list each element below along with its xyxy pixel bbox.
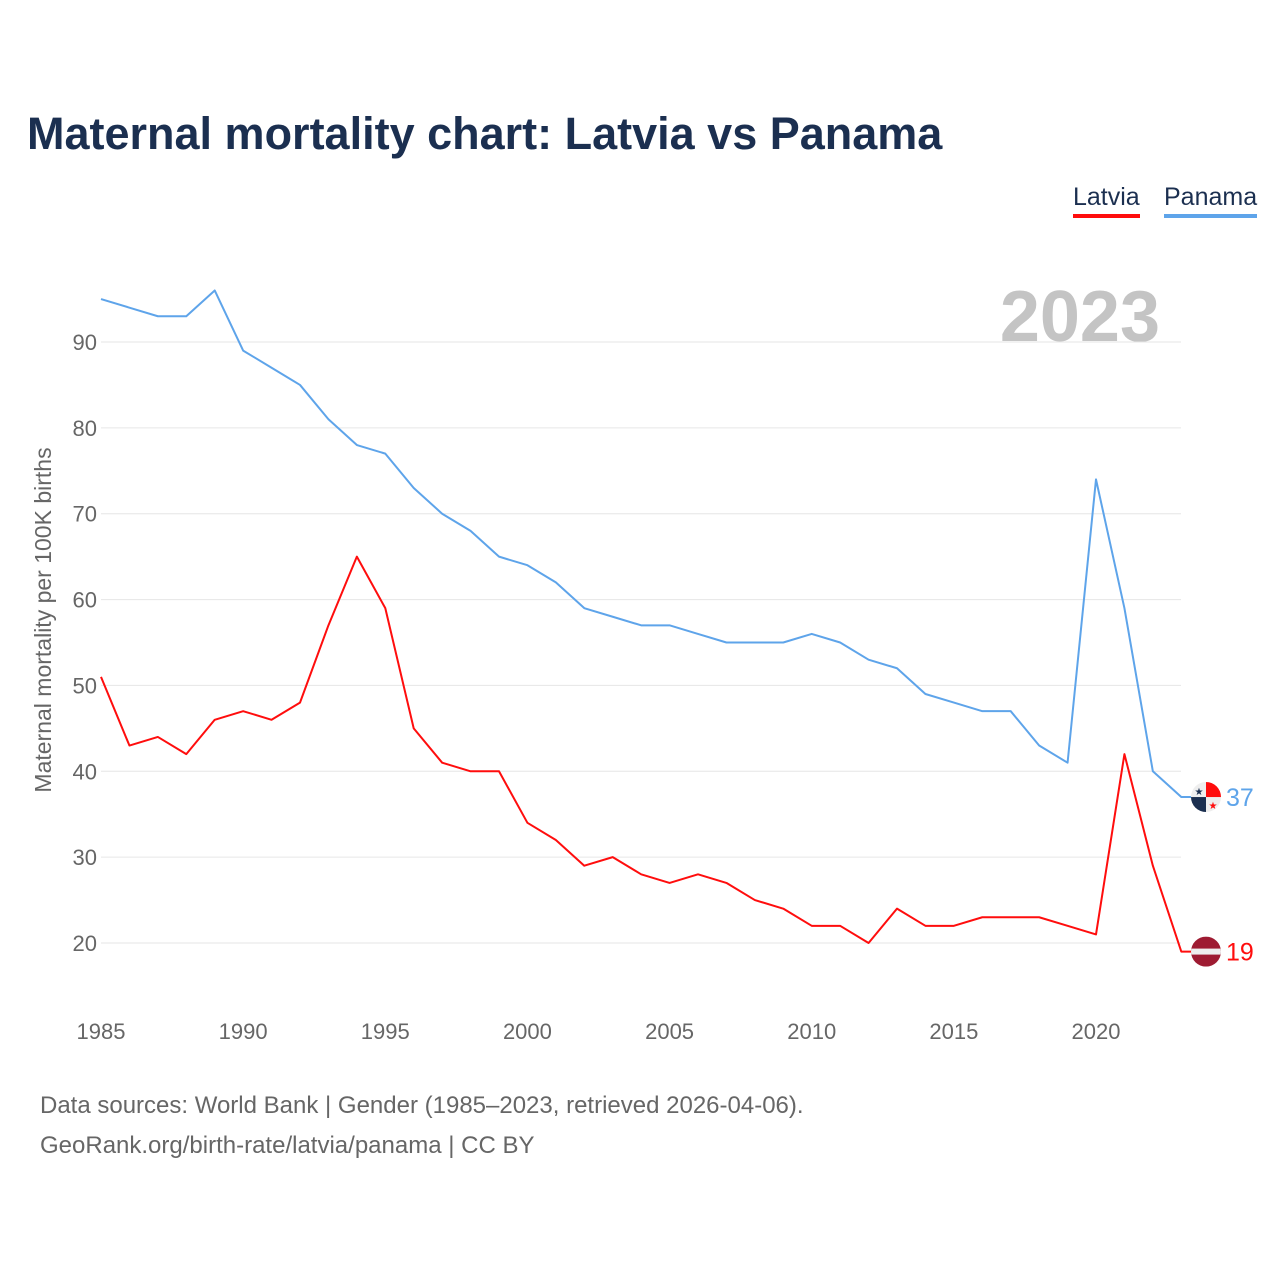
year-watermark: 2023 (1000, 277, 1160, 357)
legend-latvia[interactable]: Latvia (1073, 183, 1140, 218)
y-tick-label: 70 (73, 502, 97, 527)
x-tick-label: 2020 (1072, 1019, 1121, 1044)
x-tick-label: 2010 (787, 1019, 836, 1044)
flag-body (1191, 936, 1221, 967)
x-tick-label: 2015 (929, 1019, 978, 1044)
y-axis-label: Maternal mortality per 100K births (30, 447, 56, 792)
x-tick-label: 2005 (645, 1019, 694, 1044)
chart-title: Maternal mortality chart: Latvia vs Pana… (27, 108, 943, 159)
x-tick-label: 1985 (77, 1019, 126, 1044)
end-value-label-latvia: 19 (1226, 939, 1254, 967)
flag-latvia-icon (1191, 936, 1221, 967)
series-line-latvia (100, 555, 1192, 953)
flag-white-band (1191, 948, 1221, 955)
x-tick-label: 2000 (503, 1019, 552, 1044)
series-line-panama (100, 289, 1192, 799)
y-tick-label: 20 (73, 931, 97, 956)
y-tick-label: 60 (73, 588, 97, 613)
y-tick-label: 40 (73, 759, 97, 784)
flag-star-red: ★ (1209, 801, 1218, 812)
source-link[interactable]: GeoRank.org/birth-rate/latvia/panama | C… (40, 1132, 535, 1159)
end-value-label-panama: 37 (1226, 784, 1254, 812)
y-tick-label: 90 (73, 330, 97, 355)
y-tick-label: 30 (73, 845, 97, 870)
flag-star-blue: ★ (1195, 787, 1204, 798)
x-tick-label: 1990 (219, 1019, 268, 1044)
flag-red-quarter (1206, 782, 1221, 798)
footer: Data sources: World Bank | Gender (1985–… (40, 1086, 804, 1166)
flag-blue-quarter (1191, 797, 1206, 813)
y-tick-label: 80 (73, 416, 97, 441)
legend-panama[interactable]: Panama (1164, 183, 1258, 218)
y-tick-label: 50 (73, 673, 97, 698)
flag-panama-icon: ★★ (1191, 782, 1221, 813)
x-tick-label: 1995 (361, 1019, 410, 1044)
flag-body: ★★ (1191, 782, 1221, 813)
source-text: Data sources: World Bank | Gender (1985–… (40, 1092, 804, 1119)
